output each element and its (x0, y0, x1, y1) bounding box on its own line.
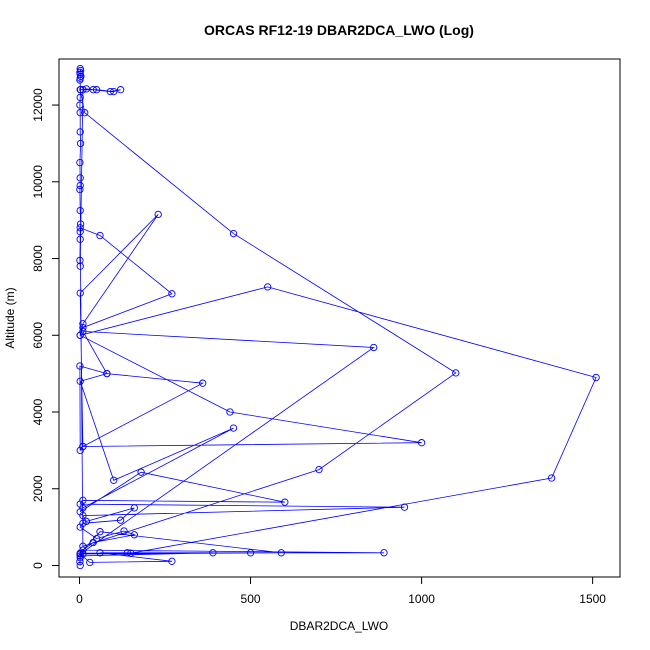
data-point (106, 87, 114, 96)
series-layer (76, 64, 600, 570)
data-point (123, 549, 132, 557)
data-point (452, 369, 460, 377)
data-point (76, 550, 84, 558)
data-point (81, 109, 89, 117)
data-point (76, 552, 84, 560)
data-point (79, 519, 87, 527)
data-point (76, 128, 84, 136)
data-point (76, 500, 84, 508)
x-axis-label: DBAR2DCA_LWO (290, 619, 388, 633)
data-point (127, 549, 135, 557)
data-point (120, 527, 128, 535)
y-axis-label: Altitude (m) (3, 287, 17, 348)
data-point (76, 181, 84, 190)
data-point (168, 557, 176, 565)
data-point (199, 379, 207, 387)
data-point (76, 554, 84, 562)
data-point (79, 511, 87, 520)
data-point (76, 362, 84, 370)
y-tick-label: 2000 (31, 475, 45, 502)
data-point (380, 549, 388, 557)
data-point (110, 476, 118, 484)
data-point (82, 517, 91, 526)
x-tick-label: 1000 (408, 592, 435, 606)
data-point (264, 283, 272, 291)
data-point (116, 516, 125, 524)
data-point (76, 558, 84, 566)
data-point (89, 86, 97, 94)
data-point (76, 256, 84, 265)
data-point (246, 549, 255, 557)
data-point (86, 558, 94, 567)
data-point (96, 231, 104, 240)
data-point (103, 369, 111, 378)
data-point (92, 86, 101, 94)
data-point (76, 76, 84, 84)
data-point (277, 549, 285, 557)
data-point (76, 101, 84, 109)
data-point (76, 331, 84, 339)
data-point (76, 86, 84, 94)
data-point (229, 424, 238, 432)
data-point (592, 373, 600, 382)
data-point (76, 228, 84, 236)
data-point (76, 185, 84, 194)
data-point (400, 503, 409, 511)
data-point (76, 139, 85, 148)
data-point (79, 496, 87, 504)
y-axis: 0 2000 4000 6000 8000 10000 12000 (31, 88, 60, 569)
data-point (226, 408, 234, 416)
data-point (76, 523, 84, 531)
data-point (76, 206, 84, 215)
data-point (209, 549, 217, 557)
data-point (547, 474, 556, 482)
data-point (229, 229, 238, 238)
y-tick-label: 0 (31, 562, 45, 569)
data-point (79, 320, 87, 328)
data-point (130, 531, 138, 539)
data-point (79, 323, 87, 332)
data-point (76, 262, 84, 270)
data-point (76, 224, 84, 232)
plot-frame (58, 58, 621, 578)
x-axis: 0 500 1000 1500 (76, 576, 606, 606)
data-point (130, 504, 138, 512)
data-point (281, 498, 289, 506)
y-tick-label: 8000 (31, 245, 45, 272)
data-point (76, 220, 85, 228)
data-point (76, 93, 84, 102)
data-point (76, 289, 84, 297)
y-tick-label: 4000 (31, 398, 45, 425)
x-tick-label: 1500 (579, 592, 606, 606)
data-point (315, 465, 323, 474)
chart-title: ORCAS RF12-19 DBAR2DCA_LWO (Log) (204, 22, 474, 38)
data-point (76, 235, 84, 243)
data-point (76, 561, 84, 570)
data-point (96, 549, 104, 557)
y-tick-label: 6000 (31, 322, 45, 349)
data-point (76, 158, 84, 167)
data-point (168, 290, 176, 298)
data-point (154, 210, 162, 219)
data-point (89, 538, 97, 547)
data-point (137, 468, 145, 476)
y-tick-label: 12000 (31, 88, 45, 122)
series-line (78, 68, 597, 566)
data-point (76, 508, 84, 516)
data-point (76, 446, 84, 455)
data-point (76, 109, 84, 117)
y-tick-label: 10000 (31, 165, 45, 199)
data-point (76, 174, 84, 182)
x-tick-label: 0 (76, 592, 83, 606)
data-point (110, 87, 118, 96)
data-point (96, 528, 104, 536)
data-point (417, 439, 426, 447)
data-point (79, 542, 87, 550)
data-point (76, 377, 84, 385)
data-point (79, 86, 87, 94)
data-point (370, 343, 378, 352)
x-tick-label: 500 (241, 592, 261, 606)
data-point (116, 86, 125, 94)
